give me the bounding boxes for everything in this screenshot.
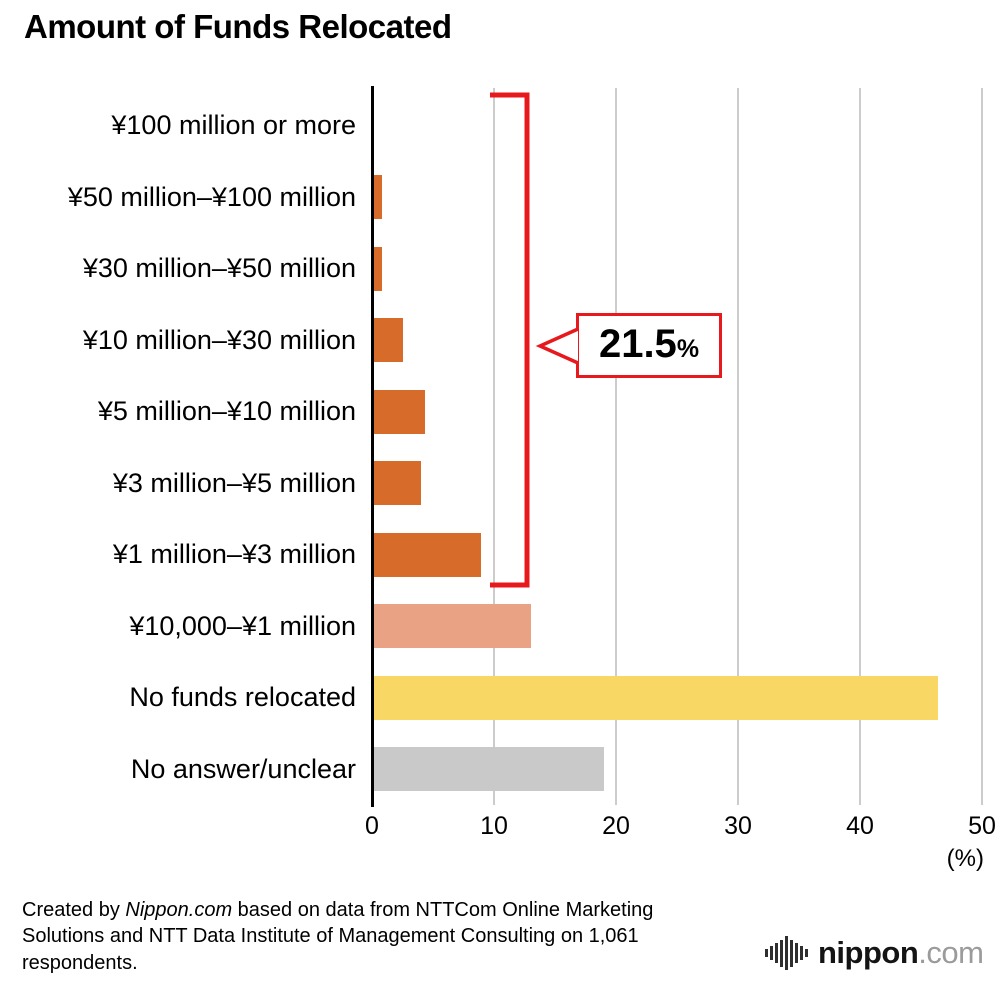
chart-row: No funds relocated xyxy=(0,662,1000,734)
category-label: ¥10 million–¥30 million xyxy=(82,324,356,355)
credit-suffix: based on data from NTTCom Online Marketi… xyxy=(22,899,654,974)
chart-row: ¥5 million–¥10 million xyxy=(0,376,1000,448)
gridline xyxy=(981,88,983,805)
x-axis-ticks: 0 10 20 30 40 50 xyxy=(365,812,996,842)
gridline xyxy=(737,88,739,805)
x-tick-label: 30 xyxy=(724,812,752,840)
credit-prefix: Created by xyxy=(22,899,126,921)
x-tick-label: 0 xyxy=(365,812,379,840)
y-axis-line xyxy=(371,86,374,807)
category-label: ¥30 million–¥50 million xyxy=(82,253,356,284)
bar xyxy=(372,246,382,291)
bar-area xyxy=(372,662,1000,734)
credit-source: Nippon.com xyxy=(125,899,233,921)
nippon-logo-icon xyxy=(765,936,808,970)
x-axis-unit-label: (%) xyxy=(946,845,984,872)
x-tick-label: 40 xyxy=(846,812,874,840)
category-label: ¥10,000–¥1 million xyxy=(129,610,356,641)
chart-title: Amount of Funds Relocated xyxy=(24,8,452,45)
bar-area xyxy=(372,233,1000,305)
chart-row: ¥30 million–¥50 million xyxy=(0,233,1000,305)
bar-area xyxy=(372,90,1000,162)
annotation-callout: 21.5% xyxy=(576,313,722,378)
gridline xyxy=(615,88,617,805)
chart-row: ¥100 million or more xyxy=(0,90,1000,162)
category-label: ¥3 million–¥5 million xyxy=(112,467,356,498)
bar-area xyxy=(372,591,1000,663)
bar-area xyxy=(372,376,1000,448)
x-tick-label: 20 xyxy=(602,812,630,840)
gridline xyxy=(859,88,861,805)
bar xyxy=(372,318,403,363)
x-tick-label: 50 xyxy=(968,812,996,840)
bar-rows: ¥100 million or more ¥50 million–¥100 mil… xyxy=(0,90,1000,805)
chart-row: No answer/unclear xyxy=(0,734,1000,806)
category-label: ¥5 million–¥10 million xyxy=(97,396,356,427)
logo-tld-text: .com xyxy=(918,935,984,970)
credit-text: Created by Nippon.com based on data from… xyxy=(22,897,722,976)
category-label: ¥50 million–¥100 million xyxy=(67,181,356,212)
bar xyxy=(372,747,604,792)
bar xyxy=(372,675,939,720)
category-label: No funds relocated xyxy=(129,682,356,713)
chart-row: ¥10 million–¥30 million xyxy=(0,305,1000,377)
chart-row: ¥1 million–¥3 million xyxy=(0,519,1000,591)
bar-area xyxy=(372,448,1000,520)
annotation-unit: % xyxy=(676,335,700,363)
chart-row: ¥50 million–¥100 million xyxy=(0,162,1000,234)
bar-area xyxy=(372,519,1000,591)
category-label: ¥1 million–¥3 million xyxy=(112,539,356,570)
nippon-logo[interactable]: nippon .com xyxy=(765,930,984,976)
category-label: No answer/unclear xyxy=(130,753,356,784)
category-label: ¥100 million or more xyxy=(111,110,356,141)
logo-brand-text: nippon xyxy=(818,935,919,970)
bar-area xyxy=(372,305,1000,377)
chart-row: ¥3 million–¥5 million xyxy=(0,448,1000,520)
annotation-value: 21.5 xyxy=(598,322,677,366)
bar xyxy=(372,532,481,577)
bar-area xyxy=(372,162,1000,234)
bar xyxy=(372,389,425,434)
x-tick-label: 10 xyxy=(480,812,508,840)
bar xyxy=(372,461,421,506)
bar xyxy=(372,604,531,649)
bar xyxy=(372,175,382,220)
chart-row: ¥10,000–¥1 million xyxy=(0,591,1000,663)
bar-area xyxy=(372,734,1000,806)
